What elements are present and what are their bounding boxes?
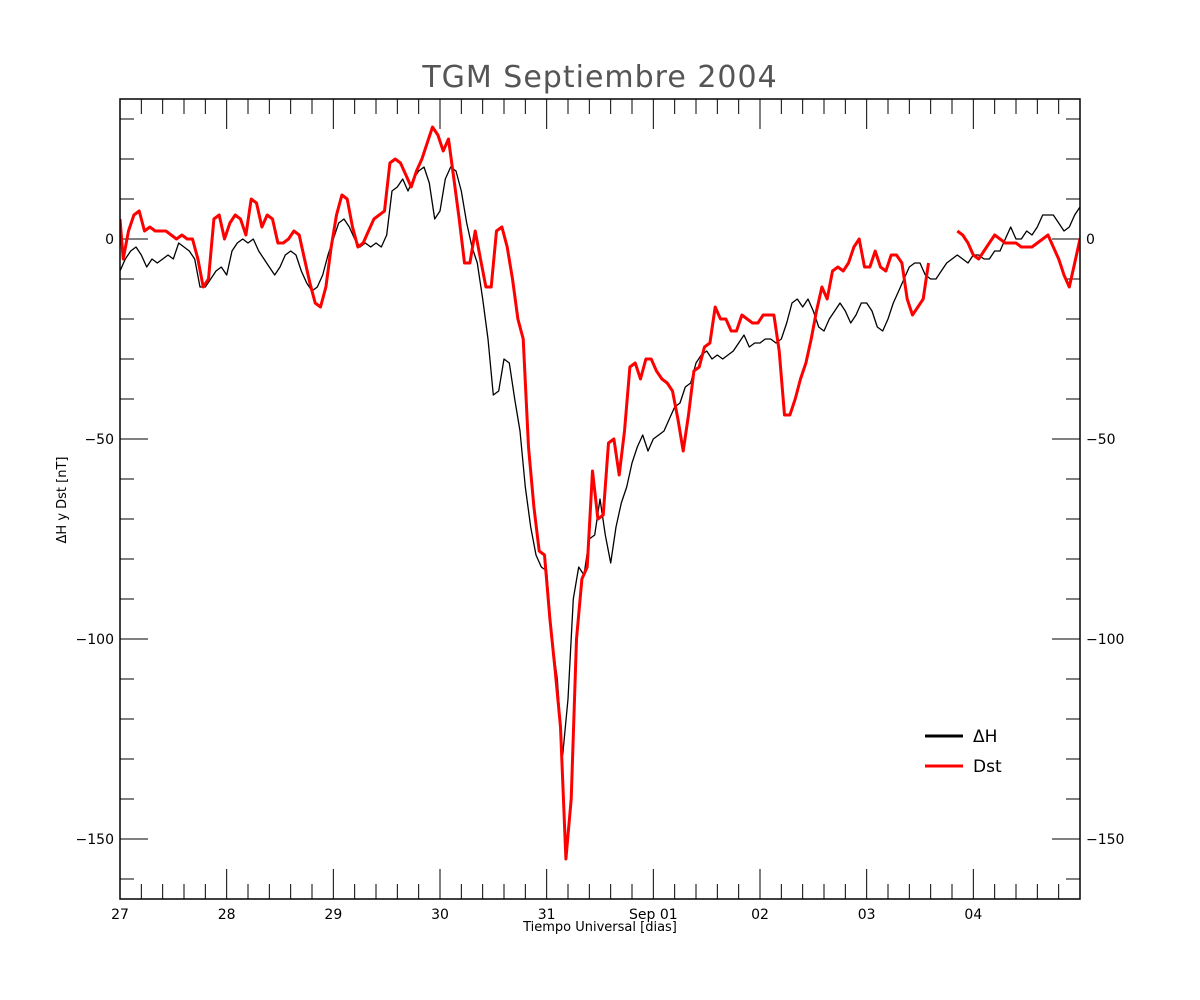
x-tick-label: 27 <box>111 907 129 923</box>
y-tick-label-left: 0 <box>105 232 114 248</box>
y-tick-label-right: −50 <box>1086 432 1116 448</box>
y-tick-label-left: −100 <box>76 632 114 648</box>
legend: ΔH Dst <box>925 727 1002 777</box>
plot-frame <box>119 98 1081 900</box>
x-tick-label: 04 <box>964 907 982 923</box>
x-tick-label: 31 <box>538 907 556 923</box>
legend-label: ΔH <box>973 727 997 747</box>
chart-title: TGM Septiembre 2004 <box>421 60 777 95</box>
series-group <box>120 125 1080 861</box>
x-axis-label: Tiempo Universal [dias] <box>522 920 677 935</box>
x-tick-label: 28 <box>218 907 236 923</box>
series-line-dst-segment-1 <box>120 125 930 861</box>
series-line-delta-h-segment-1 <box>120 166 1080 756</box>
y-tick-label-left: −150 <box>76 832 114 848</box>
y-axis-label: ΔH y Dst [nT] <box>55 457 70 544</box>
x-tick-label: 02 <box>751 907 769 923</box>
x-tick-label: 03 <box>858 907 876 923</box>
x-tick-label: 30 <box>431 907 449 923</box>
y-tick-label-right: 0 <box>1086 232 1095 248</box>
x-tick-label: 29 <box>324 907 342 923</box>
y-tick-label-right: −150 <box>1086 832 1124 848</box>
y-tick-label-right: −100 <box>1086 632 1124 648</box>
legend-label: Dst <box>973 757 1002 777</box>
y-tick-label-left: −50 <box>84 432 114 448</box>
series-line-dst-segment-2 <box>956 229 1080 289</box>
axis-tick-labels: 27 28 29 30 31 Sep 01 02 03 04 0 0 −50 −50 −100 −100 −1… <box>76 232 1125 923</box>
axis-ticks <box>119 99 1081 899</box>
x-tick-label: Sep 01 <box>629 907 678 923</box>
